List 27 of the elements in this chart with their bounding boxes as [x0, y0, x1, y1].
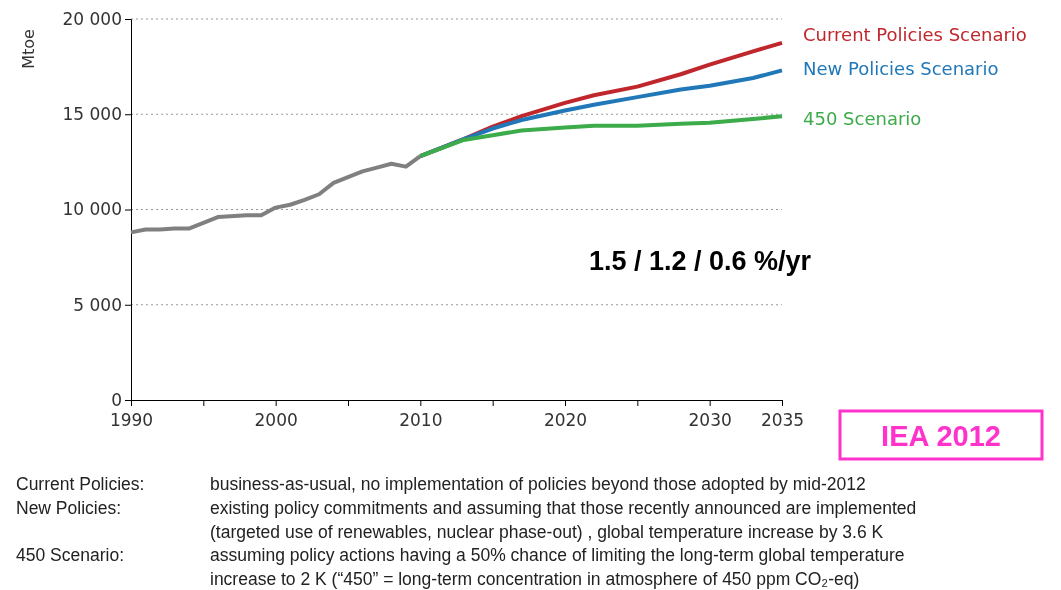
x-tick-label: 2020: [543, 410, 588, 430]
x-tick-label: 2010: [399, 410, 443, 430]
y-tick-label: 20 000: [62, 8, 122, 29]
text: existing policy commitments and assuming that those recently announced are implemented: [210, 498, 917, 518]
text: IEA 2012: [881, 420, 1001, 452]
text: New Policies:: [16, 498, 122, 518]
y-axis-title: Mtoe: [19, 29, 38, 69]
x-tick-label: 2030: [688, 410, 732, 430]
y-tick-label: 0: [111, 389, 122, 410]
line-series: [129, 154, 423, 235]
text: increase to 2 K (“450” = long-term concentration in atmosphere of 450 ppm CO₂-eq): [210, 569, 860, 589]
y-tick-label: 10 000: [62, 199, 122, 220]
y-tick-label: 5 000: [73, 294, 122, 315]
text: business-as-usual, no implementation of policies beyond those adopted by mid-2012: [210, 474, 866, 494]
x-tick-label: 2000: [254, 410, 298, 430]
text: assuming policy actions having a 50% chance of limiting the long-term global temperature: [210, 545, 905, 565]
series-label: New Policies Scenario: [803, 58, 999, 79]
text: Current Policies:: [16, 474, 145, 494]
x-tick-label: 2035: [760, 410, 805, 430]
series-label: Current Policies Scenario: [803, 24, 1027, 45]
line-series: [418, 114, 784, 159]
annotation: 1.5 / 1.2 / 0.6 %/yr: [588, 246, 812, 276]
text: 450 Scenario:: [16, 545, 124, 565]
x-tick-label: 1990: [109, 410, 154, 430]
series-label: 450 Scenario: [803, 108, 922, 129]
text: (targeted use of renewables, nuclear phase-out) , global temperature increase by 3.6 K: [210, 522, 884, 542]
y-tick-label: 15 000: [62, 104, 122, 125]
